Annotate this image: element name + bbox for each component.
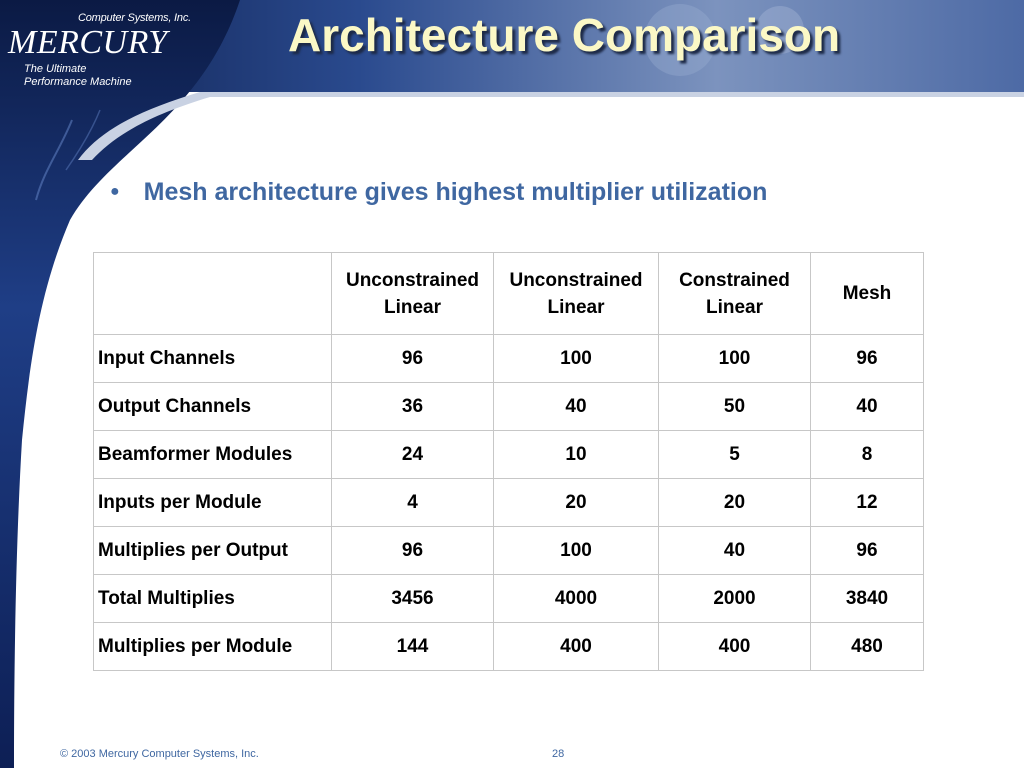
footer-page-number: 28: [552, 748, 565, 760]
slide-title: Architecture Comparison: [288, 9, 841, 61]
footer-copyright: © 2003 Mercury Computer Systems, Inc.: [60, 748, 259, 760]
row-label: Inputs per Module: [93, 478, 332, 527]
table-cell: 480: [810, 622, 924, 671]
column-header-text: Unconstrained Linear: [509, 269, 643, 318]
logo-tagline-line2: Performance Machine: [24, 76, 132, 88]
header-corner-cell: [93, 252, 332, 335]
table-cell: 24: [331, 430, 494, 479]
row-label: Total Multiplies: [93, 574, 332, 623]
row-label: Input Channels: [93, 334, 332, 383]
table-cell: 400: [493, 622, 659, 671]
table-cell: 20: [493, 478, 659, 527]
table-cell: 3456: [331, 574, 494, 623]
table-cell: 96: [810, 526, 924, 575]
table-cell: 8: [810, 430, 924, 479]
table-cell: 100: [493, 334, 659, 383]
table-cell: 5: [658, 430, 811, 479]
table-cell: 4: [331, 478, 494, 527]
table-row: Total Multiplies 3456 4000 2000 3840: [93, 574, 924, 623]
table-cell: 2000: [658, 574, 811, 623]
column-header: Mesh: [810, 252, 924, 335]
row-label: Beamformer Modules: [93, 430, 332, 479]
table-header-row: Unconstrained Linear Unconstrained Linea…: [93, 252, 924, 335]
column-header-text: Constrained Linear: [679, 269, 790, 318]
table-row: Input Channels 96 100 100 96: [93, 334, 924, 383]
table-cell: 40: [493, 382, 659, 431]
table-cell: 36: [331, 382, 494, 431]
row-label: Multiplies per Module: [93, 622, 332, 671]
row-label: Multiplies per Output: [93, 526, 332, 575]
table-cell: 96: [331, 526, 494, 575]
logo-wordmark: MERCURY: [8, 24, 168, 61]
table-cell: 4000: [493, 574, 659, 623]
logo-company-line: Computer Systems, Inc.: [78, 12, 191, 24]
table-row: Inputs per Module 4 20 20 12: [93, 478, 924, 527]
column-header-text: Mesh: [842, 283, 892, 304]
architecture-comparison-table: Unconstrained Linear Unconstrained Linea…: [93, 252, 924, 671]
bullet-point: ● Mesh architecture gives highest multip…: [110, 178, 767, 207]
logo-tagline-line1: The Ultimate: [24, 63, 87, 75]
table-cell: 3840: [810, 574, 924, 623]
table-row: Multiplies per Module 144 400 400 480: [93, 622, 924, 671]
table-cell: 144: [331, 622, 494, 671]
table-cell: 40: [810, 382, 924, 431]
column-header: Constrained Linear: [658, 252, 811, 335]
table-cell: 96: [331, 334, 494, 383]
table-row: Output Channels 36 40 50 40: [93, 382, 924, 431]
table-cell: 400: [658, 622, 811, 671]
table-cell: 40: [658, 526, 811, 575]
table-row: Multiplies per Output 96 100 40 96: [93, 526, 924, 575]
table-cell: 10: [493, 430, 659, 479]
table-cell: 96: [810, 334, 924, 383]
table-cell: 50: [658, 382, 811, 431]
bullet-text: Mesh architecture gives highest multipli…: [143, 178, 768, 206]
table-row: Beamformer Modules 24 10 5 8: [93, 430, 924, 479]
column-header-text: Unconstrained Linear: [345, 269, 480, 318]
table-cell: 12: [810, 478, 924, 527]
table-cell: 20: [658, 478, 811, 527]
table-cell: 100: [493, 526, 659, 575]
bullet-dot-icon: ●: [110, 182, 120, 200]
row-label: Output Channels: [93, 382, 332, 431]
column-header: Unconstrained Linear: [493, 252, 659, 335]
table-cell: 100: [658, 334, 811, 383]
column-header: Unconstrained Linear: [331, 252, 494, 335]
